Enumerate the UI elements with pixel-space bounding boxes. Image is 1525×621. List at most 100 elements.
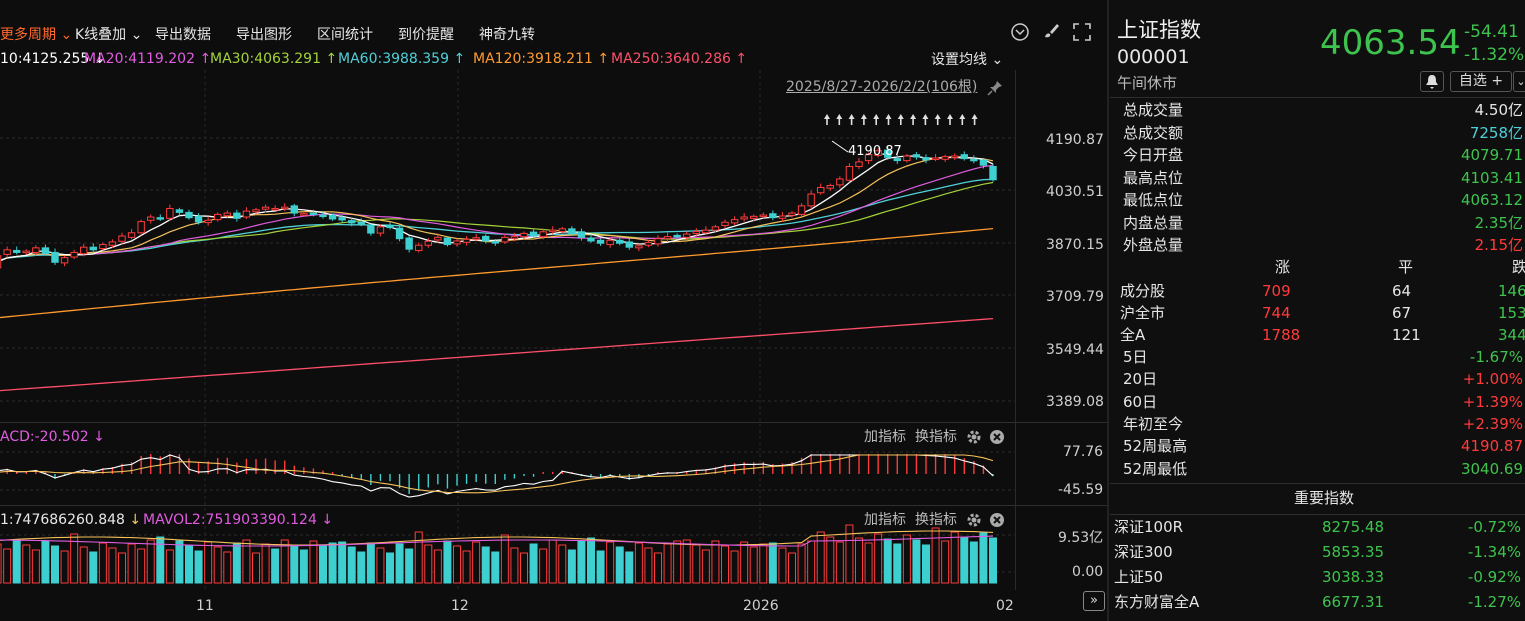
candle-body — [147, 216, 155, 221]
fullscreen-icon[interactable] — [1072, 22, 1092, 42]
volume-bar — [587, 537, 595, 584]
volume-bar — [472, 541, 481, 584]
candle-body — [606, 239, 614, 246]
toolbar-price-alert[interactable]: 到价提醒 — [398, 27, 454, 43]
bell-icon — [1426, 75, 1438, 89]
stat-value: 4103.41 — [1460, 168, 1523, 187]
candle-body — [166, 207, 174, 219]
key-index-name[interactable]: 深证100R — [1114, 518, 1184, 536]
macd-label: ACD:-20.502 ↓ — [0, 429, 105, 445]
alert-bell-button[interactable] — [1420, 71, 1444, 92]
pin-icon[interactable] — [987, 80, 1003, 96]
candle-body — [70, 251, 78, 258]
candle-body — [60, 257, 69, 264]
candle-body — [319, 214, 327, 218]
candle-body — [80, 246, 88, 255]
volume-bar — [491, 551, 500, 584]
stat-label: 总成交量 — [1123, 101, 1184, 119]
volume-bar — [223, 551, 232, 584]
candle-body — [3, 249, 11, 255]
index-code: 000001 — [1117, 46, 1190, 68]
chevron-circle-icon[interactable] — [1010, 22, 1030, 42]
volume-bar — [816, 531, 825, 584]
toolbar-export-image[interactable]: 导出图形 — [236, 27, 292, 43]
breadth-up: 744 — [1262, 304, 1291, 322]
watchlist-dropdown[interactable]: ⌄ — [1513, 71, 1525, 92]
period-value: +2.39% — [1462, 414, 1523, 433]
toolbar-magic-nine[interactable]: 神奇九转 — [479, 27, 535, 43]
candle-body — [807, 193, 815, 207]
volume-bar — [893, 543, 902, 584]
candle-body — [941, 156, 949, 160]
close-icon[interactable] — [989, 429, 1005, 445]
toolbar-more-periods[interactable]: 更多周期 ⌄ — [0, 27, 73, 43]
volume-bar — [22, 544, 31, 584]
candle-body — [596, 239, 605, 244]
switch-indicator-button[interactable]: 换指标 — [915, 512, 957, 528]
kline-plot[interactable] — [0, 0, 1107, 621]
volume-bar — [740, 541, 749, 584]
scroll-right-button[interactable]: » — [1083, 591, 1105, 611]
key-index-name[interactable]: 东方财富全A — [1114, 593, 1200, 611]
candle-body — [989, 165, 997, 181]
key-index-pct: -0.72% — [1467, 518, 1521, 536]
signal-marker — [848, 114, 855, 125]
volume-bar — [252, 552, 260, 584]
breadth-flat: 121 — [1392, 326, 1421, 344]
candle-body — [41, 247, 50, 255]
volume-bar — [826, 536, 835, 584]
gear-icon[interactable] — [966, 429, 982, 445]
kline-chart-panel[interactable]: 更多周期 ⌄ K线叠加 ⌄ 导出数据 导出图形 区间统计 到价提醒 神奇九转 1… — [0, 0, 1107, 621]
brush-icon[interactable] — [1042, 22, 1060, 40]
breadth-down: 1469 — [1498, 282, 1525, 300]
candle-body — [979, 159, 988, 166]
breadth-up: 709 — [1262, 282, 1291, 300]
breadth-up: 1788 — [1262, 326, 1301, 344]
volume-bar — [51, 545, 59, 584]
volume-bar — [194, 550, 203, 584]
candle-body — [482, 235, 490, 242]
add-indicator-button[interactable]: 加指标 — [864, 429, 906, 445]
add-indicator-button[interactable]: 加指标 — [864, 512, 906, 528]
signal-marker — [836, 114, 843, 125]
volume-bar — [309, 540, 318, 584]
candle-body — [788, 212, 796, 216]
candle-body — [443, 237, 452, 246]
volume-bar — [204, 541, 213, 584]
volume-bar — [3, 548, 12, 584]
breadth-header-flat: 平 — [1398, 258, 1414, 276]
candle-body — [233, 212, 241, 219]
toolbar-range-stats[interactable]: 区间统计 — [317, 27, 373, 43]
breadth-label: 全A — [1120, 326, 1146, 344]
candle-body — [156, 217, 164, 220]
breadth-down: 3449 — [1498, 326, 1525, 344]
price-tick: 3549.44 — [1046, 342, 1104, 358]
gear-icon[interactable] — [966, 512, 982, 528]
candle-body — [740, 216, 748, 220]
candle-body — [300, 213, 308, 216]
add-watchlist-button[interactable]: 自选 + — [1450, 71, 1512, 92]
volume-bar — [357, 551, 366, 584]
ma-settings-button[interactable]: 设置均线 ⌄ — [931, 52, 1004, 68]
candle-body — [568, 228, 576, 234]
volume-bar — [634, 542, 643, 584]
candle-body — [108, 241, 117, 246]
vol-tick: 0.00 — [1072, 564, 1104, 580]
volume-bar — [548, 539, 557, 584]
stat-label: 最低点位 — [1123, 191, 1184, 209]
key-index-pct: -1.34% — [1467, 543, 1521, 561]
volume-bar — [242, 539, 251, 584]
key-index-name[interactable]: 上证50 — [1114, 568, 1164, 586]
toolbar-kline-overlay[interactable]: K线叠加 ⌄ — [75, 27, 143, 43]
toolbar-export-data[interactable]: 导出数据 — [155, 27, 211, 43]
candle-body — [884, 149, 892, 158]
signal-marker — [860, 114, 867, 125]
switch-indicator-button[interactable]: 换指标 — [915, 429, 957, 445]
candle-body — [769, 213, 777, 219]
candle-body — [376, 226, 385, 234]
candle-body — [405, 237, 413, 250]
close-icon[interactable] — [989, 512, 1005, 528]
key-index-name[interactable]: 深证300 — [1114, 543, 1173, 561]
volume-bar — [41, 540, 50, 584]
volume-bar — [922, 544, 930, 584]
